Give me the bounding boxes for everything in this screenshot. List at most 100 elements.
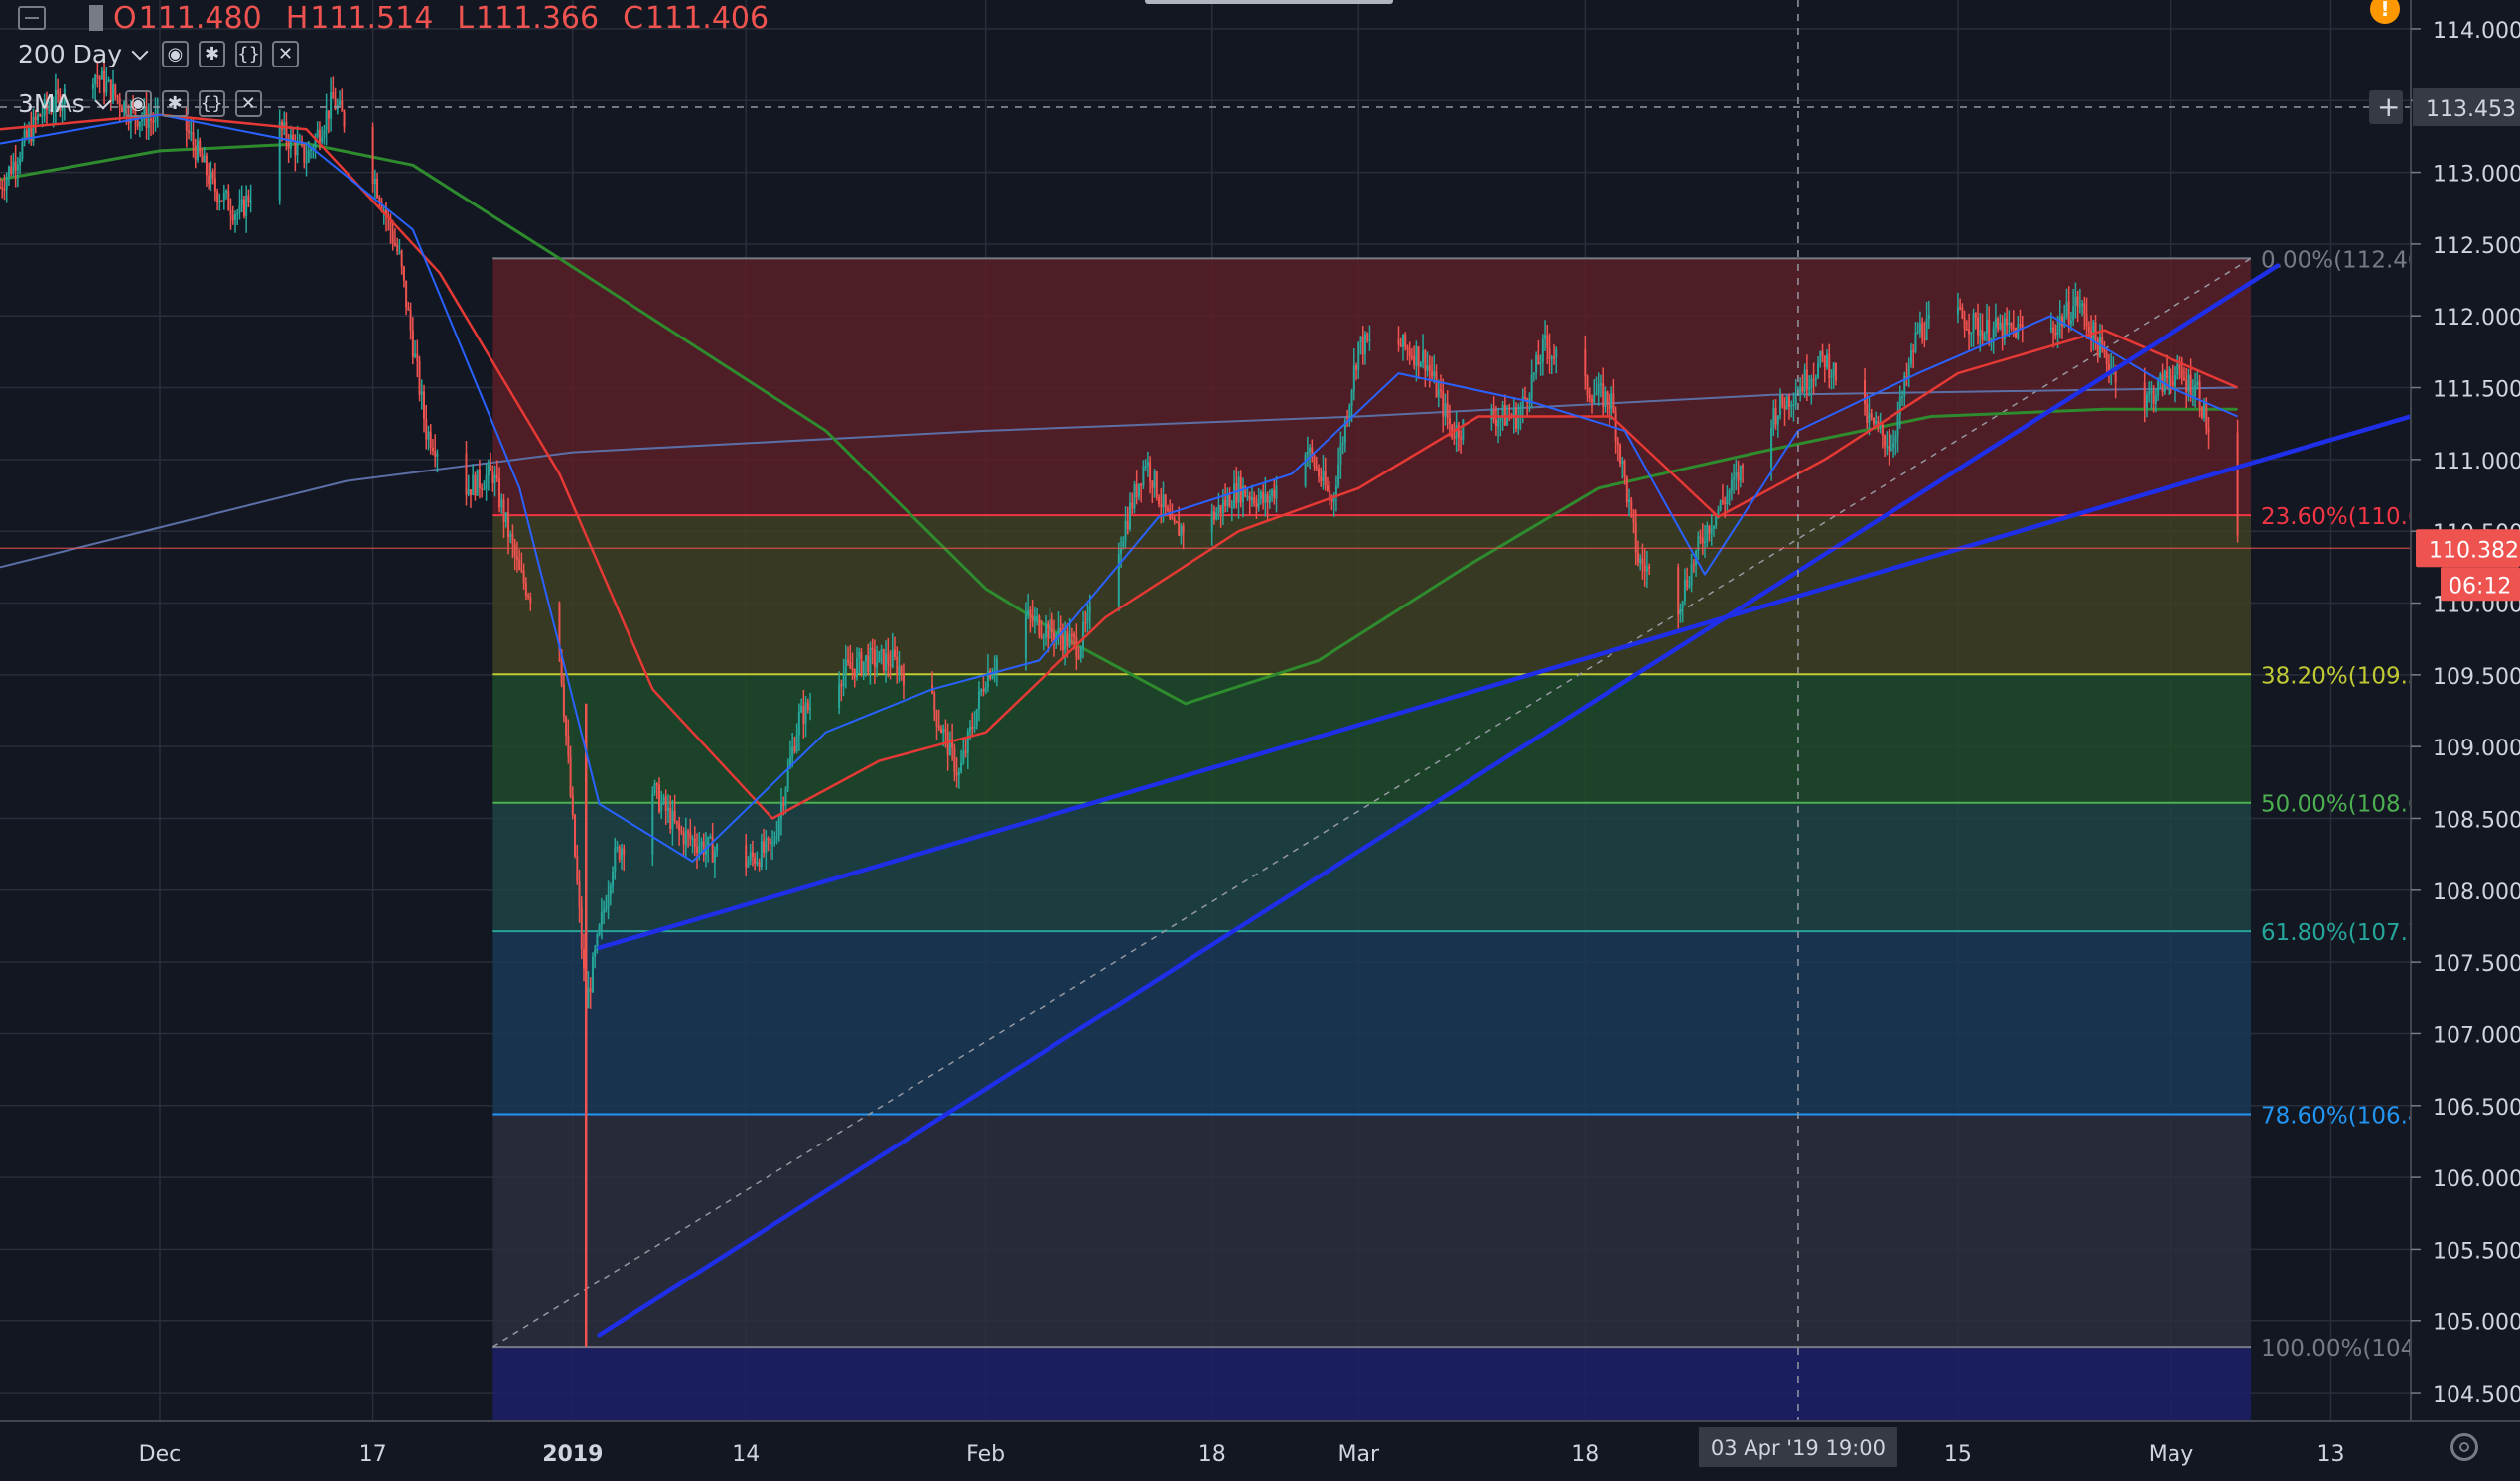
candle xyxy=(2168,366,2170,395)
candle-body xyxy=(1120,548,1123,554)
candle xyxy=(39,113,42,117)
candle xyxy=(316,121,319,139)
candle xyxy=(1783,396,1786,426)
candle-body xyxy=(476,469,479,496)
close-key: C xyxy=(623,0,644,36)
candle xyxy=(522,563,525,590)
candle-body xyxy=(769,839,771,845)
candle-body xyxy=(1173,518,1176,522)
candle-body xyxy=(1959,307,1962,309)
candle-body xyxy=(330,92,333,119)
candle xyxy=(1792,392,1795,422)
indicator-200day[interactable]: 200 Day ◉ ✱ {} ✕ xyxy=(18,40,300,68)
candle-body xyxy=(1634,522,1637,553)
price-tick-label: 107.000 xyxy=(2433,1023,2520,1048)
close-icon[interactable]: ✕ xyxy=(272,41,300,67)
candle-body xyxy=(864,655,867,662)
candle-body xyxy=(986,671,989,688)
candle-body xyxy=(50,108,53,113)
candle xyxy=(1027,593,1030,619)
candle-body xyxy=(751,852,754,858)
candle xyxy=(1070,627,1073,646)
candle xyxy=(1082,610,1085,659)
candle xyxy=(1341,436,1344,455)
eye-icon[interactable]: ◉ xyxy=(162,41,190,67)
candle-body xyxy=(407,307,410,311)
gear-icon[interactable]: ✱ xyxy=(161,90,189,117)
candle xyxy=(416,339,419,378)
open-value: 111.480 xyxy=(138,0,262,36)
candle xyxy=(245,185,248,233)
chart-settings-icon[interactable] xyxy=(2450,1433,2478,1461)
eye-icon[interactable]: ◉ xyxy=(124,90,152,117)
candle-body xyxy=(1792,404,1795,406)
candle-body xyxy=(1548,347,1551,359)
candle-body xyxy=(711,836,714,863)
candle-body xyxy=(303,143,306,163)
candle xyxy=(1326,476,1329,493)
candle xyxy=(227,184,230,211)
candle-body xyxy=(1555,348,1558,358)
source-code-icon[interactable]: {} xyxy=(235,41,263,67)
candle xyxy=(3,174,6,201)
candle xyxy=(684,817,687,858)
candle xyxy=(283,111,286,136)
crosshair-time-label: 03 Apr '19 19:00 xyxy=(1711,1436,1886,1460)
candle xyxy=(1981,313,1984,346)
candle xyxy=(210,161,212,192)
candle xyxy=(1151,480,1154,504)
candle xyxy=(1612,378,1615,414)
candle-body xyxy=(1927,314,1930,320)
candle xyxy=(50,95,53,115)
candle-body xyxy=(767,838,770,840)
candle xyxy=(1787,393,1790,420)
candle-body xyxy=(1153,471,1156,488)
candle-body xyxy=(876,662,879,667)
candle xyxy=(1178,506,1181,537)
gear-icon[interactable]: ✱ xyxy=(199,41,226,67)
candle xyxy=(199,137,202,157)
candle-body xyxy=(809,708,812,710)
chevron-down-icon[interactable] xyxy=(94,92,112,109)
candle-body xyxy=(1273,489,1276,499)
candle-body xyxy=(779,803,782,819)
candle xyxy=(1692,558,1695,573)
candle-body xyxy=(334,98,337,110)
candle xyxy=(1415,340,1418,382)
indicator-3mas[interactable]: 3MAs ◉ ✱ {} ✕ xyxy=(18,89,262,118)
candle xyxy=(562,674,565,723)
candle xyxy=(1521,388,1524,424)
menu-icon[interactable] xyxy=(18,6,46,30)
candle xyxy=(1681,600,1684,623)
candle-body xyxy=(1588,394,1591,399)
candle-body xyxy=(2054,332,2057,336)
source-code-icon[interactable]: {} xyxy=(198,90,225,117)
candle-body xyxy=(1224,499,1227,506)
candle xyxy=(236,208,239,226)
close-icon[interactable]: ✕ xyxy=(234,90,262,117)
chevron-down-icon[interactable] xyxy=(131,43,149,60)
candle xyxy=(1315,456,1318,471)
candle-body xyxy=(1868,413,1871,423)
candle xyxy=(2092,319,2095,351)
candle-body xyxy=(150,118,153,121)
candle xyxy=(287,133,290,163)
candle-body xyxy=(1916,332,1919,334)
candle xyxy=(1077,646,1080,660)
candle xyxy=(1124,505,1127,549)
candle xyxy=(1508,403,1511,422)
candle xyxy=(2196,368,2199,390)
drag-handle[interactable] xyxy=(1145,0,1393,4)
candle-body xyxy=(1632,509,1635,523)
candle xyxy=(1348,403,1351,427)
candle-body xyxy=(1433,371,1436,377)
candle xyxy=(341,88,344,112)
candle-body xyxy=(1246,495,1249,498)
candle-body xyxy=(1264,493,1267,503)
candle xyxy=(962,738,965,765)
warning-icon[interactable]: ! xyxy=(2370,0,2400,24)
candle xyxy=(995,654,998,687)
candle xyxy=(493,465,496,497)
candle xyxy=(229,198,232,230)
